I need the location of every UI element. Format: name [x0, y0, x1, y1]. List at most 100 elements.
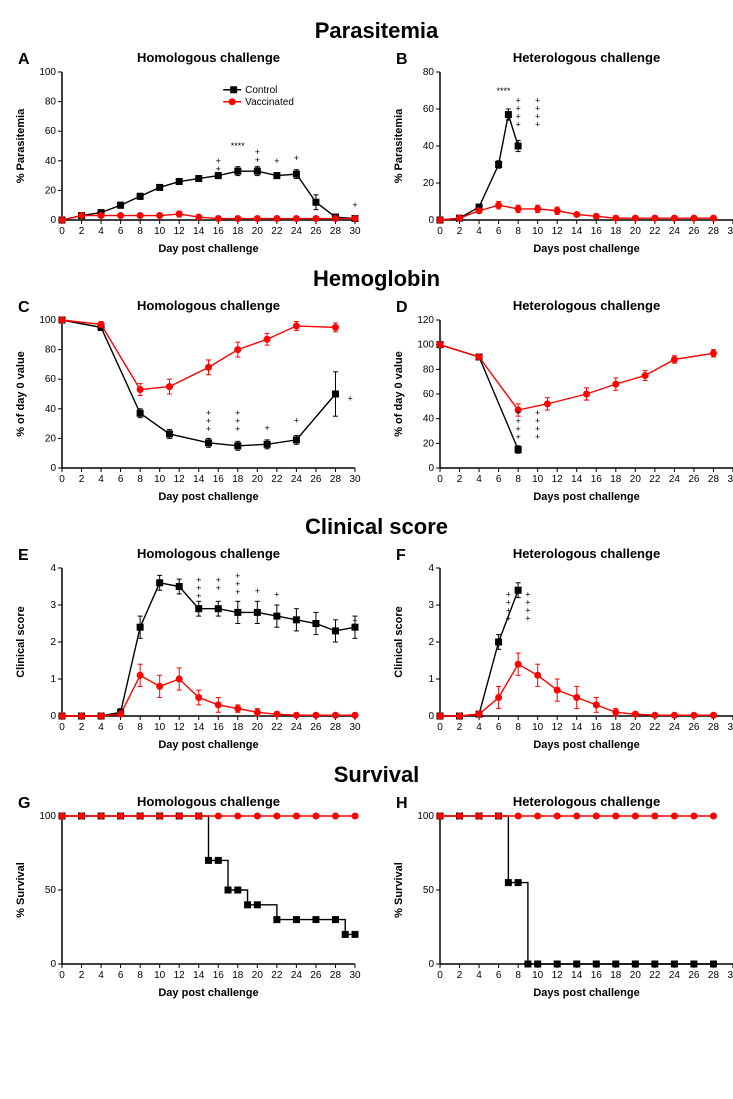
svg-text:****: **** — [231, 141, 246, 151]
svg-text:Homologous challenge: Homologous challenge — [137, 50, 280, 65]
svg-text:22: 22 — [271, 474, 283, 485]
svg-text:20: 20 — [630, 226, 642, 237]
svg-text:0: 0 — [59, 970, 65, 981]
svg-text:0: 0 — [50, 215, 56, 226]
svg-text:20: 20 — [630, 474, 642, 485]
svg-text:8: 8 — [137, 226, 143, 237]
svg-text:22: 22 — [271, 722, 283, 733]
svg-text:0: 0 — [428, 959, 434, 970]
svg-text:E: E — [18, 547, 29, 564]
svg-text:Clinical score: Clinical score — [15, 606, 27, 678]
svg-text:20: 20 — [252, 474, 264, 485]
svg-text:C: C — [18, 299, 30, 316]
svg-text:A: A — [18, 51, 30, 68]
panel-G: GHomologous challenge0246810121416182022… — [10, 792, 365, 1002]
svg-text:50: 50 — [423, 885, 435, 896]
svg-text:100: 100 — [39, 67, 56, 78]
panel-D: DHeterologous challenge02468101214161820… — [388, 296, 733, 506]
panel-E: EHomologous challenge0246810121416182022… — [10, 544, 365, 754]
svg-text:F: F — [396, 547, 406, 564]
svg-text:+: + — [274, 590, 279, 600]
svg-text:Day post challenge: Day post challenge — [158, 491, 258, 503]
svg-text:22: 22 — [271, 970, 283, 981]
svg-text:18: 18 — [232, 722, 244, 733]
svg-text:Days post challenge: Days post challenge — [533, 243, 639, 255]
svg-text:0: 0 — [428, 215, 434, 226]
svg-text:12: 12 — [174, 970, 186, 981]
svg-text:D: D — [396, 299, 408, 316]
svg-text:20: 20 — [252, 226, 264, 237]
svg-text:+: + — [216, 164, 221, 174]
svg-text:2: 2 — [457, 474, 463, 485]
svg-text:20: 20 — [252, 970, 264, 981]
svg-text:2: 2 — [79, 722, 85, 733]
svg-text:40: 40 — [423, 141, 435, 152]
svg-text:% Parasitemia: % Parasitemia — [393, 108, 405, 183]
svg-text:28: 28 — [330, 722, 342, 733]
svg-text:18: 18 — [232, 474, 244, 485]
svg-text:0: 0 — [437, 474, 443, 485]
svg-text:30: 30 — [727, 970, 733, 981]
section-title-clinical: Clinical score — [10, 514, 733, 540]
svg-text:4: 4 — [98, 226, 104, 237]
svg-text:6: 6 — [496, 970, 502, 981]
svg-text:22: 22 — [649, 970, 661, 981]
svg-text:% of day 0 value: % of day 0 value — [15, 351, 27, 437]
svg-text:26: 26 — [688, 722, 700, 733]
svg-text:28: 28 — [330, 970, 342, 981]
svg-text:40: 40 — [45, 404, 57, 415]
svg-text:30: 30 — [727, 474, 733, 485]
svg-text:+: + — [196, 591, 201, 601]
svg-text:26: 26 — [688, 970, 700, 981]
svg-text:26: 26 — [310, 226, 322, 237]
svg-text:22: 22 — [649, 226, 661, 237]
svg-text:14: 14 — [193, 226, 205, 237]
figure-container: Parasitemia AHomologous challenge0246810… — [10, 18, 733, 1002]
svg-text:0: 0 — [50, 711, 56, 722]
svg-text:18: 18 — [610, 474, 622, 485]
svg-text:+: + — [347, 393, 352, 403]
svg-text:% Parasitemia: % Parasitemia — [15, 108, 27, 183]
svg-text:Heterologous challenge: Heterologous challenge — [513, 794, 660, 809]
svg-text:0: 0 — [428, 463, 434, 474]
svg-text:Days post challenge: Days post challenge — [533, 491, 639, 503]
svg-text:28: 28 — [330, 474, 342, 485]
svg-text:12: 12 — [174, 474, 186, 485]
svg-text:6: 6 — [496, 474, 502, 485]
svg-text:26: 26 — [310, 722, 322, 733]
svg-text:+: + — [506, 614, 511, 624]
svg-text:12: 12 — [174, 722, 186, 733]
panel-C: CHomologous challenge0246810121416182022… — [10, 296, 365, 506]
section-title-hemoglobin: Hemoglobin — [10, 266, 733, 292]
svg-text:14: 14 — [571, 970, 583, 981]
svg-text:100: 100 — [39, 315, 56, 326]
svg-text:24: 24 — [291, 722, 303, 733]
svg-text:+: + — [352, 200, 357, 210]
svg-text:2: 2 — [428, 637, 434, 648]
svg-text:24: 24 — [669, 970, 681, 981]
svg-text:4: 4 — [98, 722, 104, 733]
svg-text:20: 20 — [252, 722, 264, 733]
svg-text:22: 22 — [271, 226, 283, 237]
svg-text:6: 6 — [496, 226, 502, 237]
svg-text:Control: Control — [245, 85, 277, 96]
svg-text:60: 60 — [423, 104, 435, 115]
svg-text:+: + — [294, 153, 299, 163]
row-gh: GHomologous challenge0246810121416182022… — [10, 792, 733, 1002]
svg-text:28: 28 — [708, 970, 720, 981]
section-title-parasitemia: Parasitemia — [10, 18, 733, 44]
panel-F: FHeterologous challenge02468101214161820… — [388, 544, 733, 754]
panel-B: BHeterologous challenge02468101214161820… — [388, 48, 733, 258]
svg-text:24: 24 — [669, 474, 681, 485]
row-cd: CHomologous challenge0246810121416182022… — [10, 296, 733, 506]
svg-text:0: 0 — [428, 711, 434, 722]
svg-text:24: 24 — [291, 226, 303, 237]
svg-text:+: + — [264, 423, 269, 433]
svg-text:8: 8 — [515, 970, 521, 981]
row-ef: EHomologous challenge0246810121416182022… — [10, 544, 733, 754]
svg-text:14: 14 — [193, 970, 205, 981]
svg-text:0: 0 — [437, 970, 443, 981]
panel-H: HHeterologous challenge02468101214161820… — [388, 792, 733, 1002]
svg-text:30: 30 — [349, 226, 361, 237]
svg-text:+: + — [235, 424, 240, 434]
